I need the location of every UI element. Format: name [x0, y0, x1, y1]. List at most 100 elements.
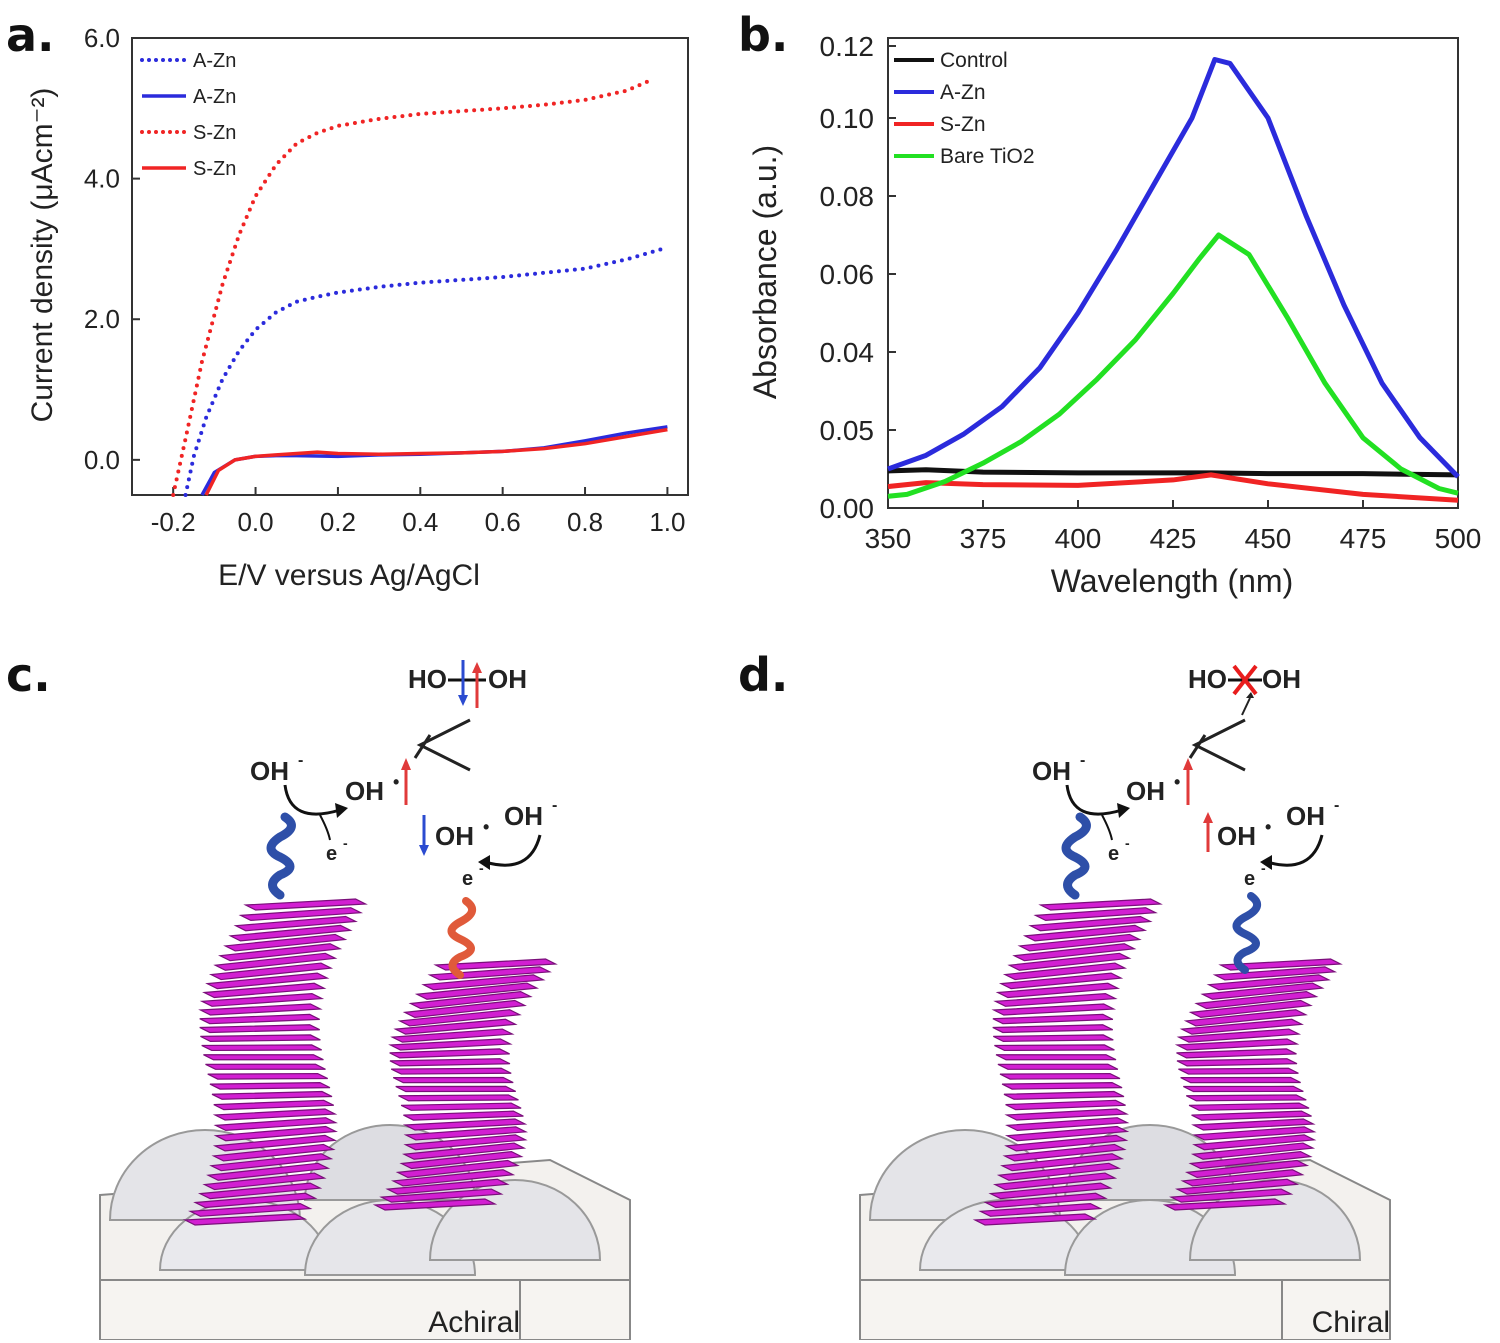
stack-plate [995, 982, 1121, 999]
stack-plate [978, 1202, 1103, 1217]
stack-plate [1174, 1178, 1300, 1195]
helix-right [1232, 892, 1261, 974]
ho-left-label: HO [408, 664, 447, 694]
chart-a-legend-label: A-Zn [193, 50, 236, 72]
chart-a-frame [131, 37, 689, 496]
oh-minus-left: OH [250, 756, 289, 786]
stack-plate [388, 1038, 513, 1051]
stack-plate [213, 1099, 335, 1111]
chart-a-legend-label: A-Zn [193, 86, 236, 108]
stack-plate [202, 1172, 327, 1191]
scheme-c-caption: Achiral [428, 1306, 520, 1339]
svg-text:•: • [1174, 772, 1180, 792]
stack-plate [988, 1182, 1113, 1200]
chart-a-ytick: 2.0 [84, 304, 120, 334]
chart-b-series-2 [887, 472, 1459, 503]
stack-plate [994, 1044, 1115, 1052]
stack-plate [995, 1054, 1117, 1061]
stack-plate [433, 958, 558, 971]
stack-plate [213, 1125, 338, 1142]
stack-plate [182, 1213, 308, 1226]
chart-b-series [887, 57, 1460, 503]
stack-plate [238, 907, 364, 922]
stack-plate [213, 952, 338, 971]
stack-plate [1174, 1038, 1300, 1051]
cross-mark-icon [1232, 664, 1258, 696]
electron-left: e [1108, 843, 1119, 865]
chart-b-legend-label: Bare TiO2 [940, 145, 1035, 168]
chart-b-ytick: 0.05 [820, 415, 875, 446]
panel-letter-a: a. [6, 8, 55, 62]
oh-radical-right: OH [435, 821, 474, 851]
stack-plate [1178, 1067, 1299, 1075]
stack-plate [401, 1142, 527, 1160]
panel-letter-d: d. [738, 648, 789, 702]
stack-plate [996, 1162, 1122, 1181]
stack-plate [208, 962, 334, 981]
chart-a-series-1 [200, 425, 668, 496]
oh-right-label: OH [488, 664, 527, 694]
stack-plate [389, 1048, 510, 1059]
chart-b-ytick: 0.10 [820, 103, 875, 134]
nanoparticle-domes [108, 1124, 602, 1276]
stack-plate [997, 1063, 1119, 1070]
oh-minus-right: OH [504, 801, 543, 831]
stack-plate [1183, 1009, 1308, 1027]
stack-plate [1005, 1099, 1126, 1111]
stack-plate [1003, 1090, 1125, 1100]
stack-plate [1004, 1125, 1130, 1142]
helix-left [266, 812, 296, 900]
svg-text:•: • [393, 772, 399, 792]
stack-plate [1190, 1142, 1316, 1160]
stack-plate [1005, 1117, 1130, 1132]
stack-plate [1162, 1198, 1288, 1211]
chart-a-ytick: 4.0 [84, 164, 120, 194]
stack-plate [1185, 1094, 1307, 1102]
chart-a-series-0 [183, 245, 670, 497]
stack-plate [1176, 1028, 1302, 1043]
stack-left [182, 898, 368, 1226]
stack-right [1162, 958, 1343, 1211]
panel-letter-c: c. [6, 648, 51, 702]
chart-a-xlabel: E/V versus Ag/AgCl [218, 559, 480, 592]
stack-plate [198, 1003, 323, 1016]
stack-plate [1001, 1082, 1123, 1090]
electron-right: e [1244, 868, 1255, 890]
stack-plate [1002, 1143, 1127, 1162]
stack-plate [390, 1169, 516, 1187]
stack-plate [999, 1072, 1121, 1080]
panel-letter-b: b. [738, 8, 789, 62]
stack-plate [206, 1162, 331, 1181]
oh-right-label: OH [1262, 664, 1301, 694]
stack-plate [379, 1188, 504, 1203]
chart-b-series-0 [887, 467, 1459, 478]
stack-plate [1176, 1048, 1297, 1059]
stack-plate [403, 1134, 528, 1151]
stack-plate [205, 972, 330, 990]
svg-text:-: - [552, 797, 557, 814]
stack-plate [200, 1034, 321, 1042]
stack-plate [403, 1126, 529, 1141]
svg-text:•: • [483, 817, 489, 837]
stack-plate [199, 992, 325, 1007]
stack-plate [390, 1067, 512, 1075]
nanoparticle-domes [868, 1124, 1362, 1276]
chart-b-series-1 [887, 57, 1460, 479]
chart-a: -0.2 0.0 0.2 0.4 0.6 0.8 1.00.02.04.06.0 A-ZnA… [26, 23, 689, 592]
stack-plate [1176, 1058, 1298, 1067]
stack-plate [1206, 974, 1331, 991]
chart-b-legend-label: Control [940, 49, 1008, 72]
stack-plate [389, 1058, 511, 1067]
svg-text:-: - [343, 835, 348, 851]
chart-a-legend-label: S-Zn [193, 122, 236, 144]
stack-plate [1000, 1153, 1125, 1172]
stack-plate [1183, 1085, 1304, 1093]
stack-plate [1002, 962, 1128, 981]
stack-plate [398, 1094, 519, 1102]
stack-plate [392, 1076, 514, 1084]
stack-plate [202, 982, 327, 999]
svg-text:-: - [298, 752, 303, 769]
svg-text:-: - [1334, 797, 1339, 814]
chart-b-xtick: 450 [1245, 523, 1292, 554]
helix-left [1061, 812, 1091, 900]
